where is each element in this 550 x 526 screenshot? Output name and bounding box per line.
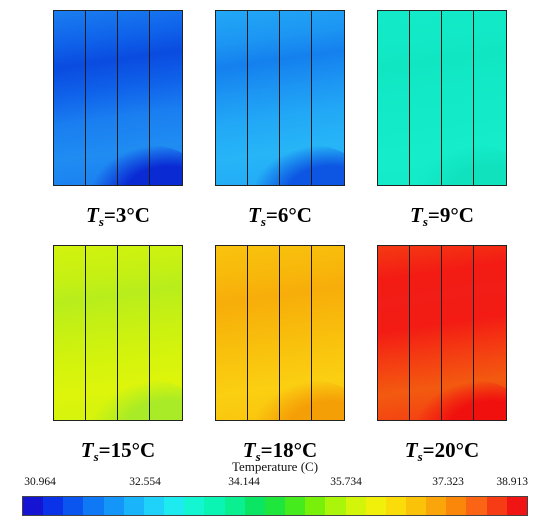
label-prefix: T xyxy=(80,438,94,462)
panel-divider xyxy=(409,246,410,420)
panel-divider xyxy=(149,246,150,420)
contour-panel xyxy=(377,245,507,421)
colorbar-swatch xyxy=(426,497,447,515)
label-prefix: T xyxy=(410,203,423,227)
panel-divider xyxy=(247,11,248,185)
label-prefix: T xyxy=(248,203,261,227)
panel-divider xyxy=(441,246,442,420)
label-subscript: s xyxy=(260,214,266,229)
colorbar-tick-label: 37.323 xyxy=(432,476,464,488)
label-prefix: T xyxy=(86,203,99,227)
label-subscript: s xyxy=(255,449,261,464)
contour-fill xyxy=(54,11,182,185)
panel-divider xyxy=(311,246,312,420)
panel-label: Ts=3°C xyxy=(33,203,203,230)
panel-divider xyxy=(279,11,280,185)
panel-divider xyxy=(149,11,150,185)
contour-fill xyxy=(216,11,344,185)
panel-label: Ts=18°C xyxy=(195,438,365,465)
label-prefix: T xyxy=(242,438,256,462)
contour-panel xyxy=(53,10,183,186)
label-value: =20°C xyxy=(422,438,480,462)
label-value: =6°C xyxy=(265,203,312,227)
colorbar-tick-label: 38.913 xyxy=(496,476,528,488)
colorbar-tick-label: 34.144 xyxy=(228,476,260,488)
colorbar-swatch xyxy=(143,497,165,515)
contour-panel xyxy=(53,245,183,421)
colorbar-swatch xyxy=(184,497,205,515)
panel-label: Ts=15°C xyxy=(33,438,203,465)
label-subscript: s xyxy=(93,449,99,464)
colorbar-swatch xyxy=(123,497,144,515)
panel-label: Ts=6°C xyxy=(195,203,365,230)
colorbar-tick-label: 32.554 xyxy=(129,476,161,488)
label-subscript: s xyxy=(417,449,423,464)
colorbar-swatch xyxy=(43,497,64,515)
colorbar-swatch xyxy=(365,497,386,515)
label-subscript: s xyxy=(422,214,428,229)
colorbar xyxy=(22,496,528,516)
panel-divider xyxy=(409,11,410,185)
panel-divider xyxy=(473,246,474,420)
panel-divider xyxy=(85,11,86,185)
colorbar-tick-label: 30.964 xyxy=(24,476,56,488)
contour-panel xyxy=(215,10,345,186)
colorbar-swatch xyxy=(385,497,406,515)
label-subscript: s xyxy=(98,214,104,229)
contour-fill xyxy=(378,11,506,185)
panel-divider xyxy=(117,11,118,185)
contour-fill xyxy=(54,246,182,420)
colorbar-tick-label: 35.734 xyxy=(330,476,362,488)
colorbar-title: Temperature (C) xyxy=(231,459,319,474)
colorbar-swatch xyxy=(486,497,507,515)
colorbar-swatch xyxy=(23,497,44,515)
panel-divider xyxy=(441,11,442,185)
colorbar-ticks: 30.964 32.554 34.144 35.734 37.323 38.913 xyxy=(0,476,550,492)
colorbar-swatch xyxy=(83,497,104,515)
colorbar-swatch xyxy=(506,497,527,515)
contour-fill xyxy=(378,246,506,420)
colorbar-swatch xyxy=(224,497,245,515)
panel-divider xyxy=(473,11,474,185)
colorbar-swatch xyxy=(103,497,124,515)
panel-divider xyxy=(117,246,118,420)
colorbar-swatch xyxy=(466,497,487,515)
panel-divider xyxy=(247,246,248,420)
colorbar-swatch xyxy=(164,497,185,515)
colorbar-swatch xyxy=(446,497,467,515)
contour-panel xyxy=(215,245,345,421)
panel-divider xyxy=(85,246,86,420)
colorbar-swatch xyxy=(325,497,346,515)
colorbar-swatch xyxy=(244,497,265,515)
colorbar-swatch xyxy=(264,497,286,515)
colorbar-swatch xyxy=(305,497,326,515)
colorbar-swatch xyxy=(204,497,225,515)
contour-panel xyxy=(377,10,507,186)
colorbar-swatch xyxy=(63,497,84,515)
label-value: =9°C xyxy=(427,203,474,227)
panel-divider xyxy=(311,11,312,185)
panel-label: Ts=9°C xyxy=(357,203,527,230)
colorbar-swatch xyxy=(285,497,306,515)
panel-label: Ts=20°C xyxy=(357,438,527,465)
colorbar-swatch xyxy=(405,497,427,515)
panel-divider xyxy=(279,246,280,420)
label-value: =3°C xyxy=(103,203,150,227)
contour-fill xyxy=(216,246,344,420)
label-value: =15°C xyxy=(98,438,156,462)
colorbar-swatch xyxy=(345,497,366,515)
label-prefix: T xyxy=(404,438,418,462)
label-value: =18°C xyxy=(260,438,318,462)
